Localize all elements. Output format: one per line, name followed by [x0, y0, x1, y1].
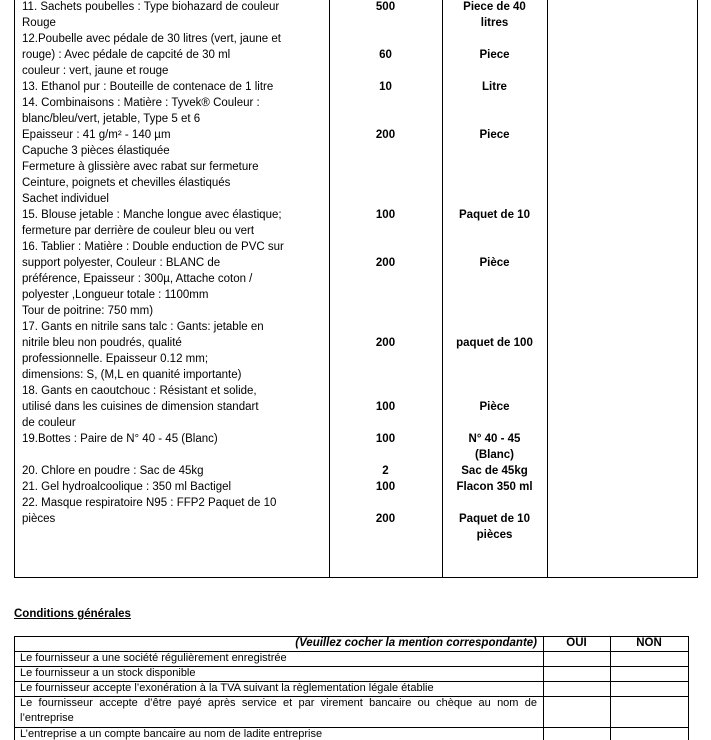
unit: Pièce [479, 257, 510, 269]
quantity: 10 [379, 81, 392, 93]
description-line: nitrile bleu non poudrés, qualité [22, 337, 182, 349]
description-line: Sachet individuel [22, 193, 109, 205]
rule [14, 727, 689, 728]
description-line: utilisé dans les cuisines de dimension s… [22, 401, 259, 413]
description-line: Capuche 3 pièces élastiquée [22, 145, 170, 157]
description-line: préférence, Epaisseur : 300µ, Attache co… [22, 273, 253, 285]
unit: Piece [479, 129, 510, 141]
description-line: 17. Gants en nitrile sans talc : Gants: … [22, 321, 264, 333]
description-line: fermeture par derrière de couleur bleu o… [22, 225, 255, 237]
unit: Paquet de 10 [459, 209, 530, 221]
unit: Piece [479, 49, 510, 61]
rule [14, 636, 15, 740]
unit: Litre [482, 81, 507, 93]
rule [14, 577, 698, 578]
unit: Pièce [479, 401, 510, 413]
description-line: support polyester, Couleur : BLANC de [22, 257, 221, 269]
description-line: 14. Combinaisons : Matière : Tyvek® Coul… [22, 97, 260, 109]
unit: paquet de 100 [456, 337, 533, 349]
description-line: pièces [22, 513, 56, 525]
quantity: 200 [375, 257, 396, 269]
description-line: dimensions: S, (M,L en quanité important… [22, 369, 242, 381]
description-line: polyester ,Longueur totale : 1100mm [22, 289, 209, 301]
rule [547, 0, 548, 578]
rule [14, 666, 689, 667]
description-line: Rouge [22, 17, 56, 29]
rule [14, 696, 689, 697]
rule [543, 636, 544, 740]
quantity: 100 [375, 209, 396, 221]
rule [14, 636, 689, 637]
description-line: couleur : vert, jaune et rouge [22, 65, 169, 77]
rule [688, 636, 689, 740]
header-no: NON [636, 637, 662, 649]
quantity: 60 [379, 49, 392, 61]
condition-row: Le fournisseur accepte l’exonération à l… [20, 682, 434, 694]
description-line: 22. Masque respiratoire N95 : FFP2 Paque… [22, 497, 277, 509]
description-line: 13. Ethanol pur : Bouteille de contenace… [22, 81, 274, 93]
quantity: 100 [375, 433, 396, 445]
quantity: 200 [375, 129, 396, 141]
rule [329, 0, 330, 578]
quantity: 200 [375, 513, 396, 525]
rule [442, 0, 443, 578]
quantity: 100 [375, 481, 396, 493]
rule [14, 651, 689, 652]
description-line: 19.Bottes : Paire de N° 40 - 45 (Blanc) [22, 433, 218, 445]
condition-row: Le fournisseur a un stock disponible [20, 667, 196, 679]
quantity: 500 [375, 1, 396, 13]
quantity: 100 [375, 401, 396, 413]
quantity: 2 [382, 465, 389, 477]
unit: Paquet de 10 [459, 513, 530, 525]
quantity: 200 [375, 337, 396, 349]
description-line: 18. Gants en caoutchouc : Résistant et s… [22, 385, 257, 397]
unit: (Blanc) [475, 449, 514, 461]
condition-row: Le fournisseur accepte d’être payé après… [20, 697, 537, 724]
description-line: rouge) : Avec pédale de capcité de 30 ml [22, 49, 231, 61]
header-yes: OUI [566, 637, 587, 649]
description-line: 11. Sachets poubelles : Type biohazard d… [22, 1, 280, 13]
rule [14, 681, 689, 682]
unit: Piece de 40 [463, 1, 526, 13]
description-line: Epaisseur : 41 g/m² - 140 µm [22, 129, 171, 141]
unit: N° 40 - 45 [468, 433, 521, 445]
unit: Sac de 45kg [461, 465, 528, 477]
description-line: 21. Gel hydroalcoolique : 350 ml Bactige… [22, 481, 232, 493]
section-title: Conditions générales [14, 608, 131, 620]
rule [697, 0, 698, 578]
description-line: professionnelle. Epaisseur 0.12 mm; [22, 353, 209, 365]
header-note: (Veuillez cocher la mention correspondan… [295, 637, 537, 649]
description-line: 20. Chlore en poudre : Sac de 45kg [22, 465, 204, 477]
description-line: Fermeture à glissière avec rabat sur fer… [22, 161, 259, 173]
unit: Flacon 350 ml [456, 481, 533, 493]
condition-row: Le fournisseur a une société régulièreme… [20, 652, 287, 664]
description-line: de couleur [22, 417, 76, 429]
rule [14, 0, 15, 578]
description-line: blanc/bleu/vert, jetable, Type 5 et 6 [22, 113, 201, 125]
unit: pièces [476, 529, 513, 541]
rule [610, 636, 611, 740]
unit: litres [480, 17, 509, 29]
description-line: Ceinture, poignets et chevilles élastiqu… [22, 177, 231, 189]
condition-row: L’entreprise a un compte bancaire au nom… [20, 728, 323, 740]
description-line: 12.Poubelle avec pédale de 30 litres (ve… [22, 33, 281, 45]
description-line: 15. Blouse jetable : Manche longue avec … [22, 209, 282, 221]
description-line: 16. Tablier : Matière : Double enduction… [22, 241, 284, 253]
description-line: Tour de poitrine: 750 mm) [22, 305, 154, 317]
